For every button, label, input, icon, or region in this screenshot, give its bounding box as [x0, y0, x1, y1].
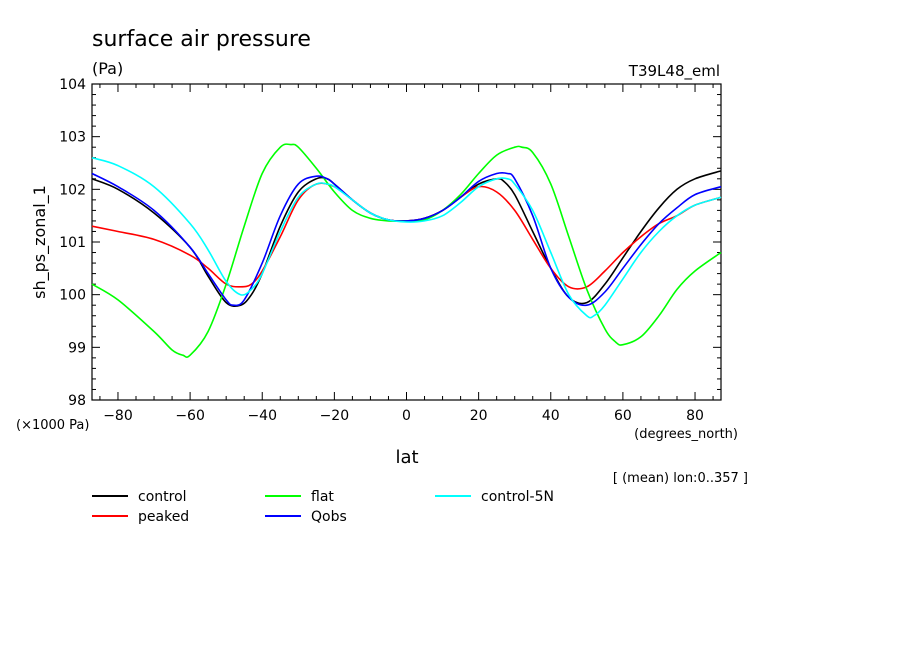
x-tick-label: −60 — [175, 408, 205, 424]
x-tick-label: 0 — [402, 408, 411, 424]
y-axis-label: sh_ps_zonal_1 — [30, 185, 50, 299]
legend-item: peaked — [92, 509, 189, 525]
x-tick-label: −40 — [247, 408, 277, 424]
y-tick-label: 101 — [59, 235, 86, 251]
legend-item: Qobs — [265, 509, 347, 525]
y-tick-label: 102 — [59, 182, 86, 198]
legend: control peaked flat Qobs control-5N — [92, 489, 554, 525]
axis-ticks — [92, 83, 721, 401]
y-tick-label: 99 — [68, 340, 86, 356]
x-tick-label: 40 — [542, 408, 560, 424]
y-tick-label: 98 — [68, 393, 86, 409]
y-tick-labels: 98 99 100 101 102 103 104 — [59, 77, 86, 409]
legend-label: control-5N — [481, 489, 554, 505]
y-scale-note: (×1000 Pa) — [16, 418, 89, 433]
series-line-control — [91, 170, 722, 308]
series-line-qobs — [91, 171, 722, 307]
run-label: T39L48_eml — [628, 62, 720, 81]
x-units-label: (degrees_north) — [634, 427, 738, 442]
legend-label: peaked — [138, 509, 189, 525]
series-line-control-5n — [91, 156, 722, 319]
x-tick-label: 20 — [470, 408, 488, 424]
x-tick-label: 60 — [614, 408, 632, 424]
legend-item: control-5N — [435, 489, 554, 505]
x-tick-label: 80 — [686, 408, 704, 424]
y-tick-label: 103 — [59, 130, 86, 146]
legend-label: flat — [311, 489, 334, 505]
averaging-note: [ (mean) lon:0..357 ] — [613, 471, 748, 486]
legend-item: flat — [265, 489, 334, 505]
legend-item: control — [92, 489, 187, 505]
x-tick-labels: −80 −60 −40 −20 0 20 40 60 80 — [103, 408, 704, 424]
y-tick-label: 104 — [59, 77, 86, 93]
series-line-flat — [91, 143, 722, 358]
series-lines — [91, 143, 722, 358]
x-tick-label: −20 — [320, 408, 350, 424]
x-axis-label: lat — [395, 447, 418, 468]
y-tick-label: 100 — [59, 288, 86, 304]
chart-title: surface air pressure — [92, 27, 311, 52]
legend-label: Qobs — [311, 509, 347, 525]
chart-units: (Pa) — [92, 59, 123, 78]
legend-label: control — [138, 489, 187, 505]
x-tick-label: −80 — [103, 408, 133, 424]
